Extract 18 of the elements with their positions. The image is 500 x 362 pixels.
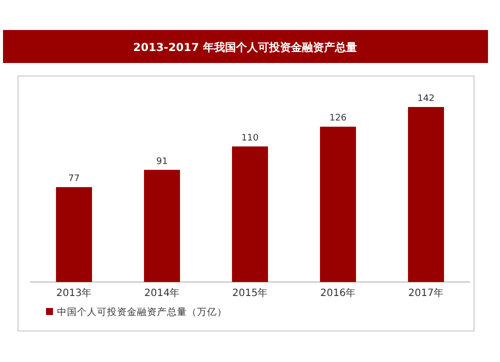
bar — [144, 170, 180, 282]
x-tick-label: 2014年 — [144, 287, 180, 299]
data-label: 77 — [68, 174, 80, 184]
bar — [408, 107, 444, 282]
chart-title: 2013-2017 年我国个人可投资金融资产总量 — [133, 41, 357, 54]
bar — [232, 146, 268, 282]
data-label: 142 — [417, 94, 435, 104]
data-label: 91 — [156, 156, 168, 167]
x-tick-label: 2013年 — [56, 287, 92, 299]
x-tick-label: 2016年 — [320, 287, 356, 299]
bar — [320, 126, 356, 282]
plot: 77 91 110 126 142 2013年 2014年 2015年 2016年 2017年 — [30, 94, 470, 299]
data-label: 110 — [241, 133, 259, 144]
x-tick-label: 2015年 — [232, 287, 268, 299]
bar — [56, 187, 92, 282]
data-label: 126 — [329, 114, 347, 124]
x-tick-label: 2017年 — [408, 287, 444, 299]
legend-label: 中国个人可投资金融资产总量（万亿） — [57, 306, 227, 318]
